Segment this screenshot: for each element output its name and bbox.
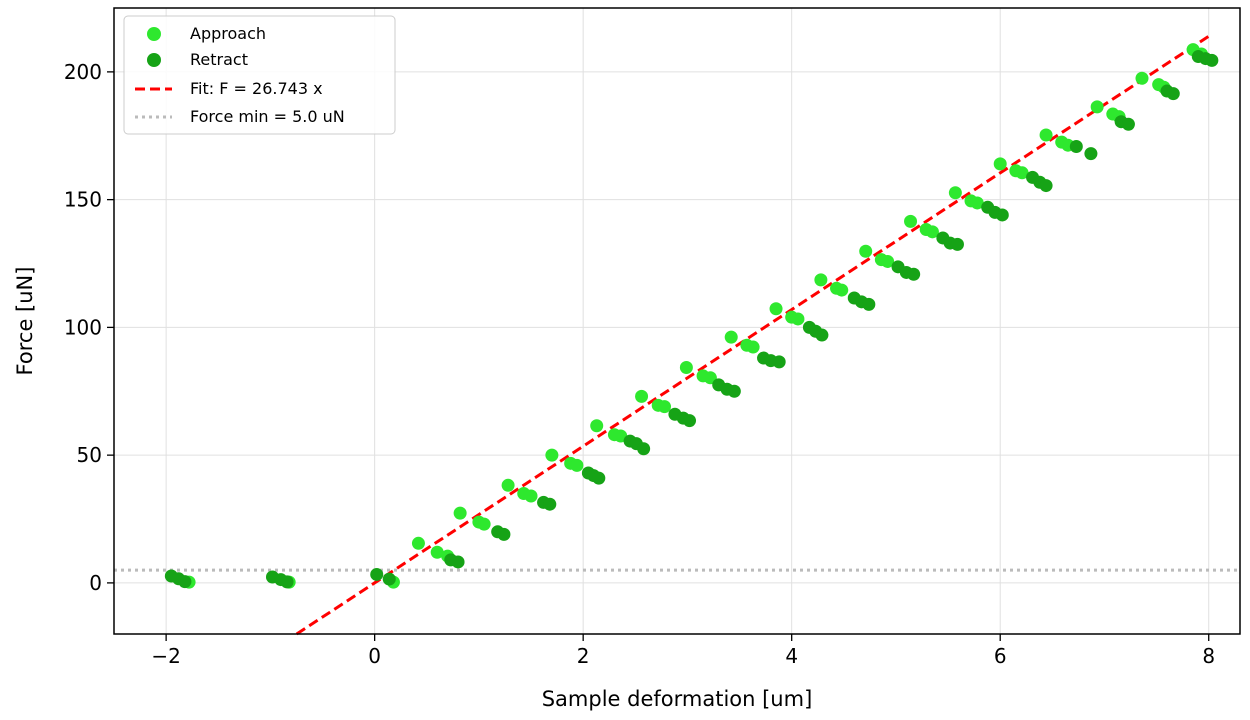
- retract-point: [280, 575, 294, 589]
- approach-point: [679, 361, 693, 375]
- x-tick-label: −2: [151, 644, 180, 668]
- approach-point: [453, 506, 467, 520]
- retract-point: [950, 237, 964, 251]
- approach-point: [970, 196, 984, 210]
- approach-point: [904, 214, 918, 228]
- approach-point: [859, 244, 873, 258]
- fit-line-layer: [295, 34, 1210, 636]
- approach-point: [570, 458, 584, 472]
- x-tick-label: 0: [368, 644, 381, 668]
- x-axis-label: Sample deformation [um]: [542, 687, 813, 711]
- retract-point: [1166, 87, 1180, 101]
- approach-point: [791, 312, 805, 326]
- retract-point: [592, 471, 606, 485]
- retract-point: [382, 572, 396, 586]
- retract-point: [178, 575, 192, 589]
- approach-point: [524, 489, 538, 503]
- approach-point: [746, 340, 760, 354]
- retract-point: [1121, 117, 1135, 131]
- approach-point: [430, 545, 444, 559]
- legend-marker-retract: [147, 53, 161, 67]
- retract-point: [1084, 147, 1098, 161]
- x-tick-label: 2: [577, 644, 590, 668]
- retract-point: [772, 355, 786, 369]
- y-tick-label: 100: [64, 315, 102, 339]
- data-points: [164, 43, 1219, 589]
- x-tick-label: 8: [1202, 644, 1215, 668]
- approach-point: [545, 448, 559, 462]
- approach-point: [724, 330, 738, 344]
- retract-point: [497, 527, 511, 541]
- approach-point: [657, 400, 671, 414]
- approach-point: [881, 254, 895, 268]
- retract-point: [543, 497, 557, 511]
- approach-point: [411, 536, 425, 550]
- approach-point: [1015, 166, 1029, 180]
- approach-point: [590, 419, 604, 433]
- y-axis: 0 50 100 150 200: [64, 60, 114, 595]
- retract-point: [683, 414, 697, 428]
- approach-point: [925, 225, 939, 239]
- approach-point: [769, 302, 783, 316]
- fit-line: [295, 34, 1210, 636]
- approach-point: [1039, 128, 1053, 142]
- legend-box: [123, 15, 396, 135]
- plot-frame: [113, 7, 1241, 635]
- approach-point: [501, 478, 515, 492]
- retract-point: [727, 384, 741, 398]
- retract-point: [1039, 179, 1053, 193]
- retract-point: [907, 267, 921, 281]
- retract-point: [862, 297, 876, 311]
- approach-point: [814, 273, 828, 287]
- y-tick-label: 50: [77, 443, 102, 467]
- y-tick-label: 0: [89, 571, 102, 595]
- legend-label-approach: Approach: [190, 24, 266, 43]
- y-tick-label: 200: [64, 60, 102, 84]
- retract-point: [1069, 139, 1083, 153]
- retract-point: [451, 555, 465, 569]
- x-axis: −2 0 2 4 6 8: [151, 634, 1215, 668]
- retract-point: [815, 328, 829, 342]
- approach-point: [993, 157, 1007, 171]
- retract-point: [370, 567, 384, 581]
- y-axis-label: Force [uN]: [13, 267, 37, 376]
- approach-point: [1090, 100, 1104, 114]
- y-tick-label: 150: [64, 188, 102, 212]
- approach-point: [635, 389, 649, 403]
- legend: Approach Retract Fit: F = 26.743 x Force…: [123, 15, 396, 135]
- retract-point: [637, 442, 651, 456]
- retract-point: [995, 208, 1009, 222]
- legend-marker-approach: [147, 27, 161, 41]
- legend-label-fit: Fit: F = 26.743 x: [190, 79, 323, 98]
- approach-point: [1135, 71, 1149, 85]
- legend-label-retract: Retract: [190, 50, 248, 69]
- approach-point: [477, 517, 491, 531]
- approach-point: [948, 186, 962, 200]
- x-tick-label: 6: [994, 644, 1007, 668]
- approach-point: [835, 283, 849, 297]
- legend-label-threshold: Force min = 5.0 uN: [190, 107, 345, 126]
- x-tick-label: 4: [785, 644, 798, 668]
- retract-point: [1205, 53, 1219, 67]
